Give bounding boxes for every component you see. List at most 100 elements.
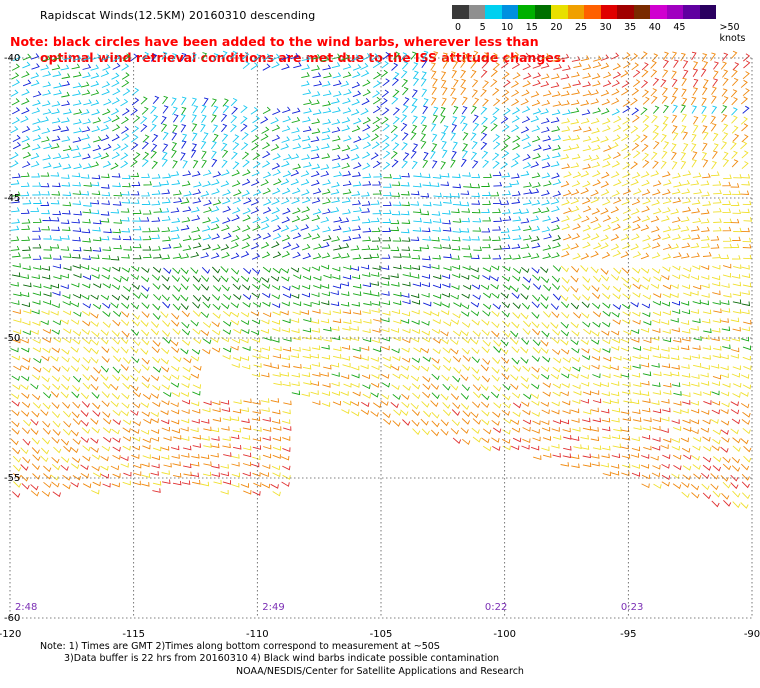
wind-barb — [93, 473, 101, 477]
wind-barb — [621, 134, 628, 141]
wind-barb — [33, 367, 41, 372]
wind-barb — [113, 311, 121, 316]
wind-barb — [183, 207, 191, 212]
wind-barb — [171, 227, 179, 232]
wind-barb — [442, 220, 450, 224]
wind-barb — [513, 412, 521, 416]
wind-barb — [353, 234, 361, 239]
wind-barb — [561, 374, 569, 378]
wind-barb — [711, 244, 719, 248]
wind-barb — [181, 419, 189, 423]
wind-barb — [73, 264, 81, 268]
wind-barb — [123, 383, 131, 388]
wind-barb — [103, 64, 110, 70]
wind-barb — [283, 208, 290, 214]
wind-barb — [11, 300, 19, 304]
wind-barb — [122, 268, 130, 272]
wind-barb — [512, 125, 519, 132]
wind-barb — [291, 128, 299, 133]
wind-barb — [231, 435, 239, 439]
wind-barb — [112, 483, 120, 487]
wind-barb — [281, 225, 288, 231]
wind-barb — [582, 302, 589, 307]
wind-barb — [651, 61, 657, 69]
wind-barb — [701, 275, 709, 279]
wind-barb — [131, 454, 139, 458]
wind-barb — [333, 354, 341, 358]
wind-barb — [321, 319, 329, 323]
wind-barb — [362, 201, 370, 205]
wind-barb — [181, 436, 189, 440]
wind-barb — [31, 419, 39, 425]
wind-barb — [101, 338, 109, 344]
wind-barb — [423, 264, 431, 268]
wind-barb — [472, 357, 480, 363]
wind-barb — [92, 109, 100, 115]
wind-barb — [564, 172, 572, 178]
wind-barb — [81, 174, 89, 178]
wind-barb — [572, 181, 580, 187]
wind-barb — [431, 151, 435, 159]
wind-barb — [451, 209, 459, 213]
wind-barb — [263, 417, 271, 421]
wind-barb — [572, 89, 580, 94]
wind-barb — [402, 394, 410, 399]
wind-barb — [302, 136, 310, 141]
wind-barb — [432, 374, 440, 379]
wind-barb — [32, 108, 40, 114]
wind-barb — [83, 247, 91, 251]
wind-barb — [203, 443, 211, 447]
wind-barb — [351, 154, 359, 160]
wind-barb — [152, 357, 160, 362]
wind-barb — [511, 81, 518, 88]
wind-barb — [211, 115, 216, 123]
wind-barb — [682, 207, 690, 212]
wind-barb — [473, 392, 480, 398]
wind-barb — [613, 444, 621, 448]
wind-barb — [63, 329, 71, 333]
wind-barb — [742, 265, 750, 269]
wind-barb — [131, 347, 138, 353]
wind-barb — [523, 420, 531, 424]
wind-barb — [693, 300, 701, 304]
wind-barb — [63, 202, 71, 206]
wind-barb — [593, 418, 601, 422]
wind-barb — [741, 503, 749, 509]
wind-barb — [111, 256, 119, 260]
wind-barb — [731, 348, 739, 352]
wind-barb — [353, 347, 361, 351]
wind-barb — [243, 294, 251, 299]
wind-barb — [682, 492, 690, 497]
wind-barb — [191, 356, 199, 361]
wind-barb — [303, 381, 311, 385]
wind-barb — [151, 329, 158, 335]
wind-barb — [582, 295, 590, 301]
wind-barb — [482, 276, 490, 280]
wind-barb — [471, 275, 479, 279]
wind-barb — [31, 153, 39, 159]
wind-barb — [123, 481, 131, 485]
wind-barb — [653, 418, 661, 422]
wind-barb — [491, 284, 499, 289]
wind-barb — [701, 428, 709, 432]
wind-barb — [541, 447, 549, 451]
wind-barb — [323, 327, 331, 331]
wind-barb — [713, 300, 721, 304]
wind-barb — [412, 255, 420, 259]
wind-barb — [571, 206, 579, 212]
wind-barb — [383, 184, 391, 188]
wind-barb — [142, 142, 148, 149]
wind-barb — [691, 253, 699, 258]
wind-barb — [722, 114, 727, 122]
wind-barb — [552, 145, 560, 150]
wind-barb — [201, 312, 209, 317]
wind-barb — [441, 331, 449, 336]
wind-barb — [172, 313, 179, 319]
wind-barb — [382, 228, 390, 232]
wind-barb — [112, 134, 119, 140]
wind-barb — [253, 437, 261, 441]
wind-barb — [83, 456, 91, 461]
wind-barb — [213, 172, 221, 178]
wind-barb — [213, 417, 221, 421]
wind-barb — [683, 356, 691, 360]
